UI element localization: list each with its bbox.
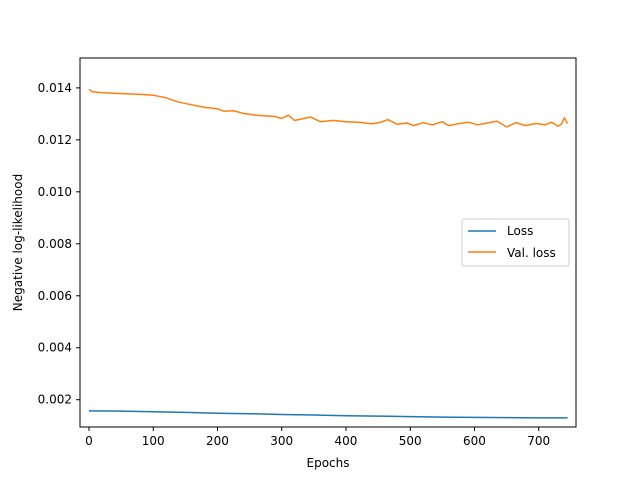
y-tick-label: 0.004 <box>38 341 72 355</box>
x-axis: 0 100 200 300 400 500 600 700 <box>85 427 550 448</box>
series-layer <box>88 88 569 419</box>
legend-label-val-loss: Val. loss <box>507 246 556 260</box>
y-tick-label: 0.006 <box>38 289 72 303</box>
y-axis-label: Negative log-likelihood <box>11 174 25 311</box>
y-tick-label: 0.014 <box>38 81 72 95</box>
x-tick-label: 700 <box>527 434 550 448</box>
y-axis: 0.002 0.004 0.006 0.008 0.010 0.012 0.014 <box>38 81 80 407</box>
legend: Loss Val. loss <box>461 218 570 267</box>
x-tick-label: 300 <box>270 434 293 448</box>
y-tick-label: 0.008 <box>38 237 72 251</box>
x-tick-label: 600 <box>463 434 486 448</box>
x-tick-label: 500 <box>399 434 422 448</box>
x-tick-label: 100 <box>142 434 165 448</box>
y-tick-label: 0.010 <box>38 185 72 199</box>
y-tick-label: 0.012 <box>38 133 72 147</box>
x-tick-label: 200 <box>206 434 229 448</box>
x-tick-label: 0 <box>85 434 93 448</box>
x-axis-label: Epochs <box>307 456 350 470</box>
x-tick-label: 400 <box>335 434 358 448</box>
legend-label-loss: Loss <box>507 224 533 238</box>
plot-frame <box>79 57 577 428</box>
series-line-loss <box>88 410 568 419</box>
y-tick-label: 0.002 <box>38 393 72 407</box>
series-line-val-loss <box>88 88 569 128</box>
